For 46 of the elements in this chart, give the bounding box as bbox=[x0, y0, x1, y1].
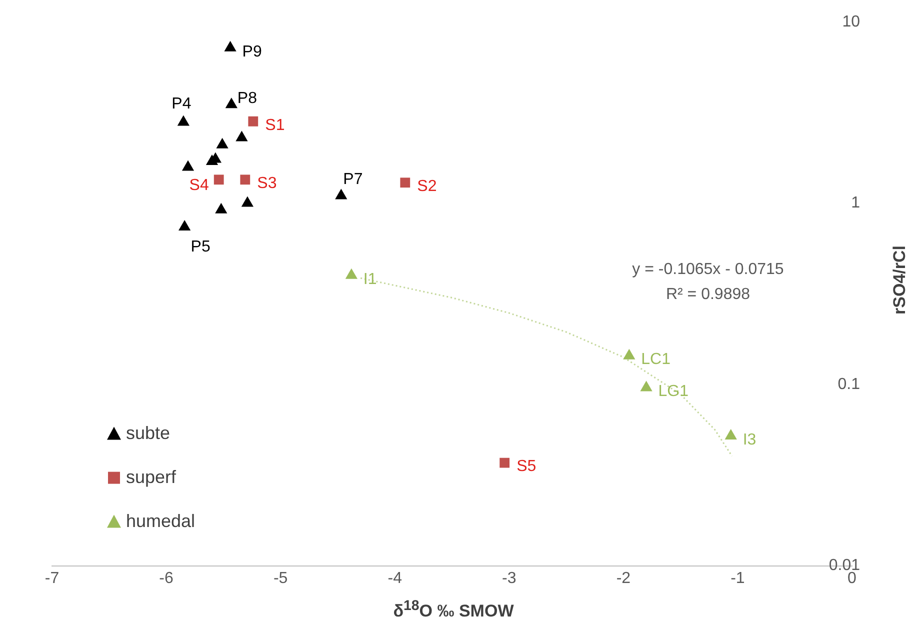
x-tick-label: -2 bbox=[616, 570, 631, 587]
annotation: R² = 0.9898 bbox=[666, 286, 750, 303]
x-tick-label: -6 bbox=[159, 570, 174, 587]
data-label: S3 bbox=[257, 175, 277, 192]
data-label: P4 bbox=[172, 96, 192, 113]
data-label: I3 bbox=[742, 431, 756, 448]
y-tick-label: 1 bbox=[851, 194, 860, 212]
data-label: P5 bbox=[190, 238, 210, 256]
point bbox=[241, 196, 254, 207]
data-label: LG1 bbox=[658, 383, 689, 400]
point bbox=[623, 348, 636, 360]
legend-label: superf bbox=[126, 466, 178, 487]
y-tick-label: 10 bbox=[842, 13, 860, 30]
data-label: S1 bbox=[265, 116, 285, 134]
data-label: P7 bbox=[343, 171, 363, 188]
x-axis-title: δ$^{18}$O ‰ SMOW bbox=[392, 598, 515, 622]
y-axis-title: rSO4/rCl bbox=[890, 244, 907, 316]
y-tick-label: 0.1 bbox=[838, 376, 860, 393]
data-label: P9 bbox=[242, 43, 262, 60]
point bbox=[225, 98, 238, 108]
legend-label: humedal bbox=[126, 510, 196, 531]
x-tick-label: 0 bbox=[848, 570, 857, 587]
point bbox=[640, 380, 652, 392]
point bbox=[216, 138, 228, 148]
data-label: P8 bbox=[237, 90, 258, 108]
point bbox=[724, 429, 737, 440]
annotation: y = -0.1065x - 0.0715 bbox=[632, 260, 784, 278]
x-tick-label: -7 bbox=[44, 570, 60, 587]
data-label: LC1 bbox=[641, 351, 671, 368]
x-tick-label: -3 bbox=[502, 570, 516, 587]
x-tick-label: -1 bbox=[730, 570, 745, 587]
point bbox=[345, 268, 358, 279]
data-label: I1 bbox=[363, 270, 377, 288]
point bbox=[335, 188, 348, 200]
data-label: S5 bbox=[516, 458, 536, 476]
point bbox=[215, 202, 228, 214]
x-tick-label: -4 bbox=[388, 570, 402, 587]
point bbox=[178, 220, 191, 230]
point bbox=[177, 115, 190, 126]
data-label: S4 bbox=[189, 177, 209, 194]
x-tick-label: -5 bbox=[273, 570, 288, 587]
point bbox=[236, 130, 248, 142]
point bbox=[182, 160, 194, 171]
point bbox=[224, 40, 236, 52]
legend-label: subte bbox=[126, 422, 170, 443]
data-label: S2 bbox=[417, 178, 437, 196]
